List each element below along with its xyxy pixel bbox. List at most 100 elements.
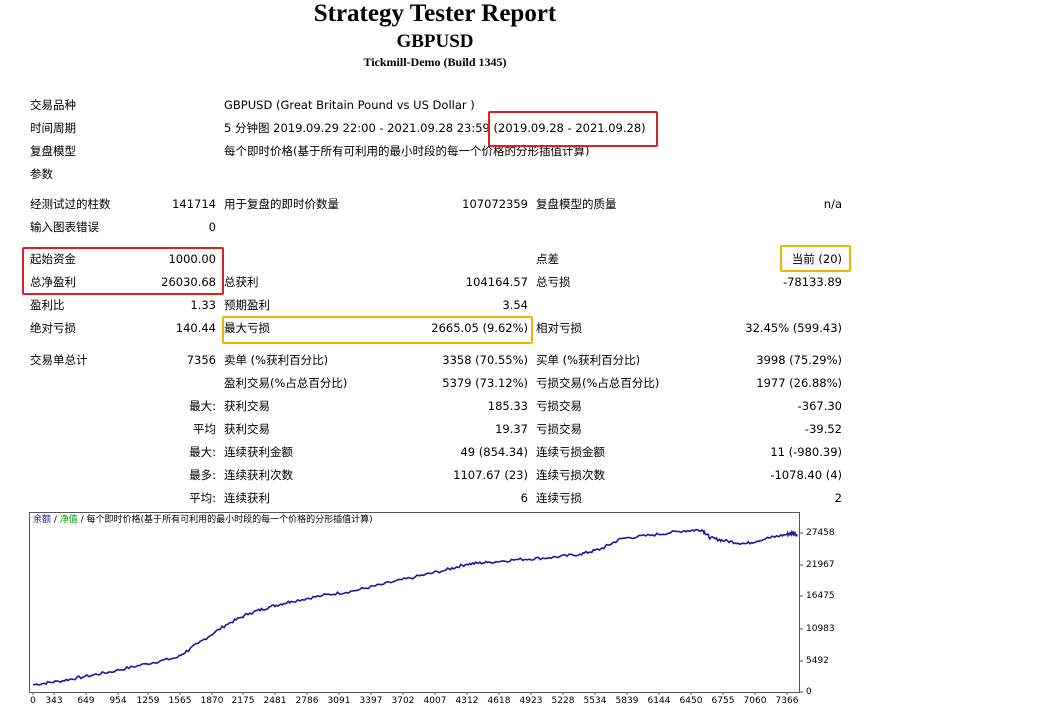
deposit-value: 1000.00 (168, 252, 216, 266)
period-label: 时间周期 (30, 121, 76, 135)
average-profit-value: 19.37 (495, 422, 528, 436)
x-tick-label: 3702 (391, 696, 415, 706)
ticks-label: 用于复盘的即时价数量 (224, 197, 339, 211)
gross-profit-label: 总获利 (224, 275, 259, 289)
period-highlight-box (488, 111, 658, 147)
max-drawdown-label: 最大亏损 (224, 321, 270, 335)
total-trades-label: 交易单总计 (30, 353, 88, 367)
report-symbol: GBPUSD (396, 31, 474, 52)
quality-value: n/a (823, 197, 842, 211)
largest-profit-value: 185.33 (487, 399, 528, 413)
loss-trades-label: 亏损交易(%占总百分比) (536, 376, 660, 390)
legend-balance: 余额 (33, 515, 52, 525)
relative-drawdown-value: 32.45% (599.43) (745, 321, 842, 335)
average-consecutive-losses-value: 2 (834, 491, 842, 505)
x-tick-label: 5534 (583, 696, 607, 706)
ticks-value: 107072359 (462, 197, 528, 211)
y-tick-label: 16475 (806, 591, 835, 601)
consecutive-wins-count-label: 连续获利次数 (224, 468, 293, 482)
x-tick-label: 649 (77, 696, 95, 706)
bars-value: 141714 (172, 197, 216, 211)
short-positions-label: 卖单 (%获利百分比) (224, 353, 329, 367)
long-positions-value: 3998 (75.29%) (756, 353, 842, 367)
x-tick-label: 2786 (295, 696, 319, 706)
x-tick-label: 6450 (679, 696, 703, 706)
largest-prefix: 最大: (189, 399, 216, 413)
consecutive-wins-count-value: 1107.67 (23) (453, 468, 528, 482)
x-tick-label: 4618 (487, 696, 511, 706)
x-tick-label: 954 (109, 696, 127, 706)
x-tick-label: 7366 (775, 696, 799, 706)
consecutive-losses-amount-value: 11 (-980.39) (770, 445, 842, 459)
symbol-value: GBPUSD (Great Britain Pound vs US Dollar… (224, 98, 475, 112)
maximum-prefix: 最大: (189, 445, 216, 459)
y-tick-label: 27458 (806, 528, 835, 538)
y-tick-label: 10983 (806, 624, 835, 634)
x-tick-label: 3397 (359, 696, 383, 706)
x-tick-label: 6755 (711, 696, 735, 706)
consecutive-wins-amount-label: 连续获利金额 (224, 445, 293, 459)
chart-legend: 余额 / 净值 / 每个即时价格(基于所有可利用的最小时段的每一个价格的分形插值… (33, 515, 373, 526)
symbol-label: 交易品种 (30, 98, 76, 112)
average-loss-label: 亏损交易 (536, 422, 582, 436)
average-consecutive-wins-label: 连续获利 (224, 491, 270, 505)
consecutive-wins-amount-value: 49 (854.34) (460, 445, 528, 459)
average-profit-label: 获利交易 (224, 422, 270, 436)
profit-factor-label: 盈利比 (30, 298, 65, 312)
largest-profit-label: 获利交易 (224, 399, 270, 413)
consecutive-losses-count-label: 连续亏损次数 (536, 468, 605, 482)
y-tick-label: 5492 (806, 656, 829, 666)
average-consecutive-prefix: 平均: (189, 491, 216, 505)
short-positions-value: 3358 (70.55%) (442, 353, 528, 367)
legend-separator: / (51, 515, 60, 525)
bars-label: 经测试过的柱数 (30, 197, 111, 211)
average-consecutive-losses-label: 连续亏损 (536, 491, 582, 505)
x-tick-label: 6144 (647, 696, 671, 706)
x-tick-label: 0 (30, 696, 36, 706)
model-value: 每个即时价格(基于所有可利用的最小时段的每一个价格的分形插值计算) (224, 144, 590, 158)
consecutive-losses-count-value: -1078.40 (4) (770, 468, 842, 482)
average-loss-value: -39.52 (804, 422, 842, 436)
balance-line (32, 528, 798, 686)
errors-value: 0 (208, 220, 216, 234)
gross-loss-value: -78133.89 (782, 275, 842, 289)
params-label: 参数 (30, 167, 53, 181)
legend-equity: 净值 (59, 515, 78, 525)
loss-trades-value: 1977 (26.88%) (756, 376, 842, 390)
profit-trades-label: 盈利交易(%占总百分比) (224, 376, 348, 390)
absolute-drawdown-label: 绝对亏损 (30, 321, 76, 335)
largest-loss-value: -367.30 (797, 399, 842, 413)
gross-profit-value: 104164.57 (465, 275, 528, 289)
expected-payoff-value: 3.54 (502, 298, 528, 312)
long-positions-label: 买单 (%获利百分比) (536, 353, 641, 367)
average-consecutive-wins-value: 6 (520, 491, 528, 505)
spread-value: 当前 (20) (791, 252, 842, 266)
x-tick-label: 5839 (615, 696, 639, 706)
y-tick-label: 21967 (806, 560, 835, 570)
legend-model: / 每个即时价格(基于所有可利用的最小时段的每一个价格的分形插值计算) (77, 515, 373, 525)
report-title: Strategy Tester Report (313, 0, 557, 27)
spread-label: 点差 (536, 252, 559, 266)
relative-drawdown-label: 相对亏损 (536, 321, 582, 335)
profit-trades-value: 5379 (73.12%) (442, 376, 528, 390)
x-tick-label: 1870 (200, 696, 224, 706)
net-profit-value: 26030.68 (161, 275, 216, 289)
gross-loss-label: 总亏损 (536, 275, 571, 289)
model-label: 复盘模型 (30, 144, 76, 158)
x-tick-label: 1259 (136, 696, 160, 706)
x-tick-label: 4923 (519, 696, 543, 706)
x-tick-label: 343 (45, 696, 63, 706)
x-tick-label: 1565 (168, 696, 192, 706)
report-server: Tickmill-Demo (Build 1345) (363, 55, 507, 69)
drawdown-highlight-box (222, 316, 533, 344)
period-value: 5 分钟图 2019.09.29 22:00 - 2021.09.28 23:5… (224, 121, 646, 135)
errors-label: 输入图表错误 (30, 220, 99, 234)
largest-loss-label: 亏损交易 (536, 399, 582, 413)
x-tick-label: 3091 (327, 696, 351, 706)
average-prefix: 平均 (193, 422, 216, 436)
x-tick-label: 4007 (423, 696, 447, 706)
spread-highlight-box (780, 245, 851, 272)
total-trades-value: 7356 (186, 353, 216, 367)
deposit-label: 起始资金 (30, 252, 76, 266)
